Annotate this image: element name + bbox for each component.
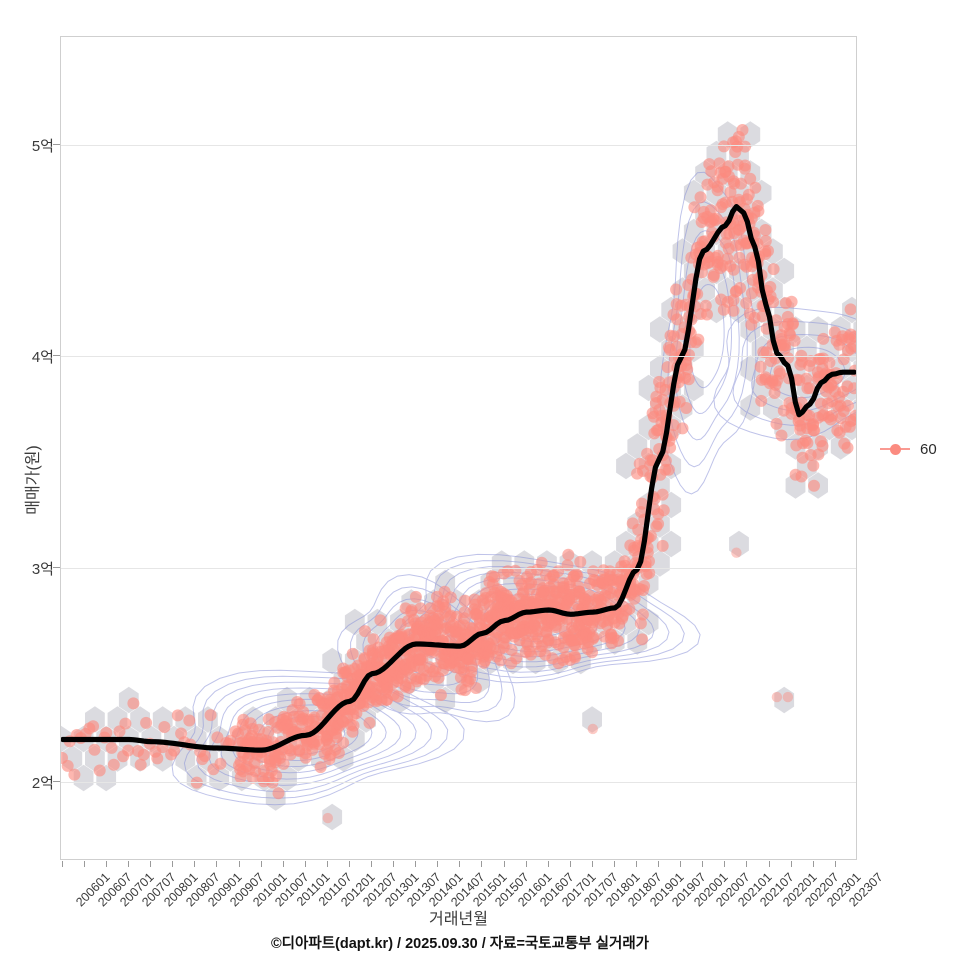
- x-tick-mark: [702, 861, 704, 867]
- y-tick-mark: [53, 144, 60, 145]
- x-tick-mark: [348, 861, 350, 867]
- y-tick-mark: [53, 355, 60, 356]
- x-tick-mark: [238, 861, 240, 867]
- y-tick-mark: [53, 781, 60, 782]
- legend: 60: [880, 440, 937, 458]
- y-tick-label: 5억: [31, 138, 54, 155]
- x-tick-mark: [547, 861, 549, 867]
- y-axis-label: 매매가(원): [24, 445, 42, 515]
- x-tick-mark: [525, 861, 527, 867]
- plot-panel: [60, 36, 857, 860]
- x-tick-mark: [326, 861, 328, 867]
- legend-label: 60: [920, 440, 937, 458]
- x-tick-mark: [724, 861, 726, 867]
- x-tick-mark: [503, 861, 505, 867]
- gridline-2: [61, 782, 856, 783]
- x-tick-mark: [393, 861, 395, 867]
- x-tick-mark: [481, 861, 483, 867]
- x-tick-mark: [591, 861, 593, 867]
- scatter-point-layer: [61, 124, 856, 824]
- trend-line: [61, 204, 856, 753]
- x-tick-mark: [216, 861, 218, 867]
- y-tick-mark: [53, 567, 60, 568]
- x-axis-label: 거래년월: [429, 911, 488, 928]
- y-tick-label: 4억: [31, 349, 54, 366]
- x-tick-mark: [790, 861, 792, 867]
- x-tick-mark: [812, 861, 814, 867]
- x-tick-mark: [83, 861, 85, 867]
- x-tick-mark: [569, 861, 571, 867]
- legend-dot-icon: [890, 444, 901, 455]
- x-tick-mark: [282, 861, 284, 867]
- x-tick-mark: [106, 861, 107, 867]
- x-tick-mark: [636, 861, 637, 867]
- x-tick-mark: [768, 861, 770, 867]
- x-tick-mark: [371, 861, 372, 867]
- y-tick-label: 2억: [31, 775, 54, 792]
- x-tick-mark: [61, 861, 63, 867]
- x-tick-mark: [459, 861, 461, 867]
- chart-caption: ©디아파트(dapt.kr) / 2025.09.30 / 자료=국토교통부 실…: [270, 936, 650, 952]
- x-tick-mark: [437, 861, 439, 867]
- legend-key: [880, 440, 910, 458]
- x-tick-mark: [746, 861, 748, 867]
- gridline-3: [61, 568, 856, 569]
- x-tick-mark: [304, 861, 306, 867]
- plot-layers: [61, 121, 856, 831]
- x-tick-mark: [613, 861, 615, 867]
- gridline-4: [61, 356, 856, 357]
- x-tick-mark: [658, 861, 660, 867]
- x-tick-mark: [172, 861, 174, 867]
- x-tick-mark: [260, 861, 262, 867]
- x-tick-mark: [194, 861, 196, 867]
- x-tick-mark: [415, 861, 417, 867]
- y-tick-label: 3억: [31, 561, 54, 578]
- x-tick-mark: [834, 861, 836, 867]
- x-tick-mark: [128, 861, 130, 867]
- x-tick-mark: [680, 861, 682, 867]
- gridline-5: [61, 145, 856, 146]
- x-tick-mark: [150, 861, 152, 867]
